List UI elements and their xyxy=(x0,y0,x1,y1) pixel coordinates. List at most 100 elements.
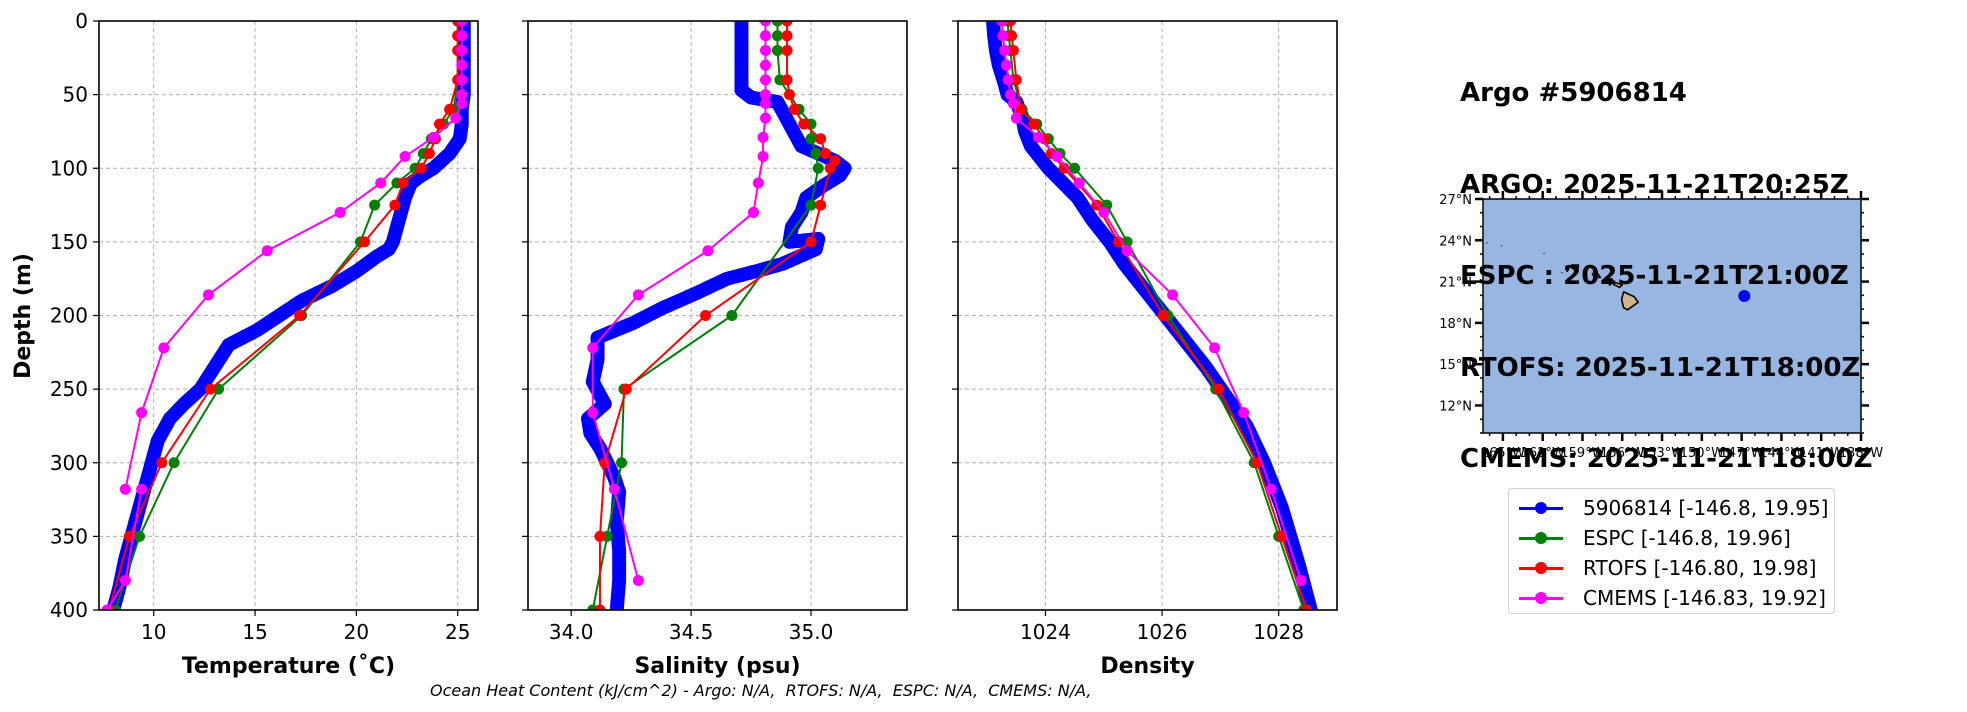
data-point-CMEMS xyxy=(759,21,771,27)
data-point-CMEMS xyxy=(261,245,273,257)
legend-marker-espc xyxy=(1519,528,1563,548)
data-point-CMEMS xyxy=(608,483,620,495)
island-niihau xyxy=(1565,267,1570,273)
x-tick-label: 1024 xyxy=(1020,620,1071,644)
data-point-CMEMS xyxy=(632,289,644,301)
data-point-ESPC xyxy=(805,199,817,211)
data-point-CMEMS xyxy=(632,575,644,587)
data-point-CMEMS xyxy=(1051,150,1063,162)
temperature-panel: 10 15 20 25050100150200250300350400Temperat… xyxy=(50,9,479,679)
y-tick-label: 300 xyxy=(50,451,88,475)
map-lat-label: 27°N xyxy=(1439,193,1472,208)
islet xyxy=(1486,242,1488,244)
data-point-CMEMS xyxy=(757,131,769,143)
data-point-CMEMS xyxy=(1004,89,1016,101)
x-tick-label: 35.0 xyxy=(789,620,834,644)
x-axis-label: Temperature (˚C) xyxy=(182,654,395,679)
data-point-RTOFS xyxy=(1157,310,1169,321)
y-tick-label: 50 xyxy=(63,83,88,107)
data-point-CMEMS xyxy=(757,150,769,162)
density-panel: 1024 1026 1028 Density xyxy=(952,20,1338,679)
data-point-5906814 xyxy=(609,603,624,610)
data-point-CMEMS xyxy=(759,89,771,101)
series-line-5906814 xyxy=(991,21,1312,610)
map-lon-label: 147°W xyxy=(1720,446,1764,461)
data-point-CMEMS xyxy=(158,342,170,354)
data-point-RTOFS xyxy=(700,310,712,321)
data-point-RTOFS xyxy=(798,118,810,130)
data-point-RTOFS xyxy=(781,30,793,42)
data-point-RTOFS xyxy=(1301,604,1313,610)
data-point-CMEMS xyxy=(1032,131,1044,143)
data-point-CMEMS-tail xyxy=(101,604,113,610)
data-point-CMEMS xyxy=(1098,206,1110,218)
data-point-ESPC xyxy=(812,162,824,174)
data-point-CMEMS xyxy=(456,59,468,71)
data-point-RTOFS xyxy=(1276,530,1288,542)
data-point-CMEMS xyxy=(1265,483,1277,495)
x-tick-label: 34.5 xyxy=(669,620,714,644)
data-point-RTOFS xyxy=(620,383,632,395)
y-tick-label: 350 xyxy=(50,524,88,548)
x-tick-label: 15 xyxy=(242,620,267,644)
map-lat-label: 15°N xyxy=(1439,358,1472,373)
series-line-ESPC xyxy=(1006,21,1305,610)
data-point-RTOFS xyxy=(781,21,793,27)
legend-label: ESPC [-146.8, 19.96] xyxy=(1583,526,1791,550)
map-lon-label: 153°W xyxy=(1640,446,1684,461)
data-point-RTOFS xyxy=(594,530,606,542)
map-lon-label: 144°W xyxy=(1759,446,1803,461)
salinity-panel: 34.0 34.5 35.0 Salinity (psu) xyxy=(522,20,908,679)
data-point-CMEMS xyxy=(119,483,131,495)
data-point-RTOFS xyxy=(1007,44,1019,56)
data-point-RTOFS xyxy=(423,148,435,160)
data-point-ESPC xyxy=(805,133,817,145)
data-point-CMEMS xyxy=(202,289,214,301)
island-kauai xyxy=(1571,264,1580,271)
data-point-CMEMS xyxy=(752,177,764,189)
data-point-RTOFS xyxy=(1010,74,1022,86)
data-point-ESPC xyxy=(771,21,783,27)
data-point-CMEMS xyxy=(375,177,387,189)
data-point-RTOFS xyxy=(389,199,401,211)
data-point-ESPC xyxy=(771,30,783,42)
legend-marker-cmems xyxy=(1519,588,1563,608)
data-point-RTOFS xyxy=(444,103,456,115)
title-argo-id: Argo #5906814 xyxy=(1460,78,1687,108)
data-point-ESPC xyxy=(134,530,146,542)
data-point-CMEMS xyxy=(702,245,714,257)
figure-title: Argo #5906814 ARGO: 2025-11-21T20:25Z ES… xyxy=(1460,17,1872,505)
map-lon-label: 138°W xyxy=(1839,446,1883,461)
x-tick-label: 25 xyxy=(445,620,470,644)
x-tick-label: 34.0 xyxy=(549,620,594,644)
data-point-ESPC xyxy=(213,383,225,395)
data-point-CMEMS xyxy=(456,89,468,101)
data-point-RTOFS xyxy=(397,177,409,189)
data-point-CMEMS xyxy=(136,407,148,419)
island-hawaii xyxy=(1620,291,1639,311)
map-frame xyxy=(1482,198,1862,434)
map-lat-label: 24°N xyxy=(1439,234,1472,249)
data-point-CMEMS xyxy=(456,21,468,27)
data-point-CMEMS xyxy=(450,112,462,124)
data-point-CMEMS xyxy=(759,44,771,56)
data-point-RTOFS xyxy=(815,133,827,145)
title-argo-time: ARGO: 2025-11-21T20:25Z xyxy=(1460,169,1849,200)
island-maui xyxy=(1612,281,1624,289)
data-point-CMEMS xyxy=(759,30,771,42)
data-point-CMEMS xyxy=(456,97,468,109)
title-rtofs-time: RTOFS: 2025-11-21T18:00Z xyxy=(1460,352,1861,383)
data-point-CMEMS xyxy=(1000,59,1012,71)
y-tick-label: 150 xyxy=(50,230,88,254)
x-axis-label: Salinity (psu) xyxy=(634,654,800,679)
data-point-CMEMS xyxy=(456,44,468,56)
data-point-CMEMS xyxy=(456,30,468,42)
data-point-ESPC xyxy=(616,457,628,469)
data-point-CMEMS xyxy=(999,44,1011,56)
legend-label: CMEMS [-146.83, 19.92] xyxy=(1583,586,1826,610)
map-lat-label: 12°N xyxy=(1439,399,1472,414)
y-tick-label: 200 xyxy=(50,304,88,328)
data-point-CMEMS xyxy=(759,97,771,109)
data-point-CMEMS xyxy=(1010,112,1022,124)
data-point-RTOFS xyxy=(433,118,445,130)
